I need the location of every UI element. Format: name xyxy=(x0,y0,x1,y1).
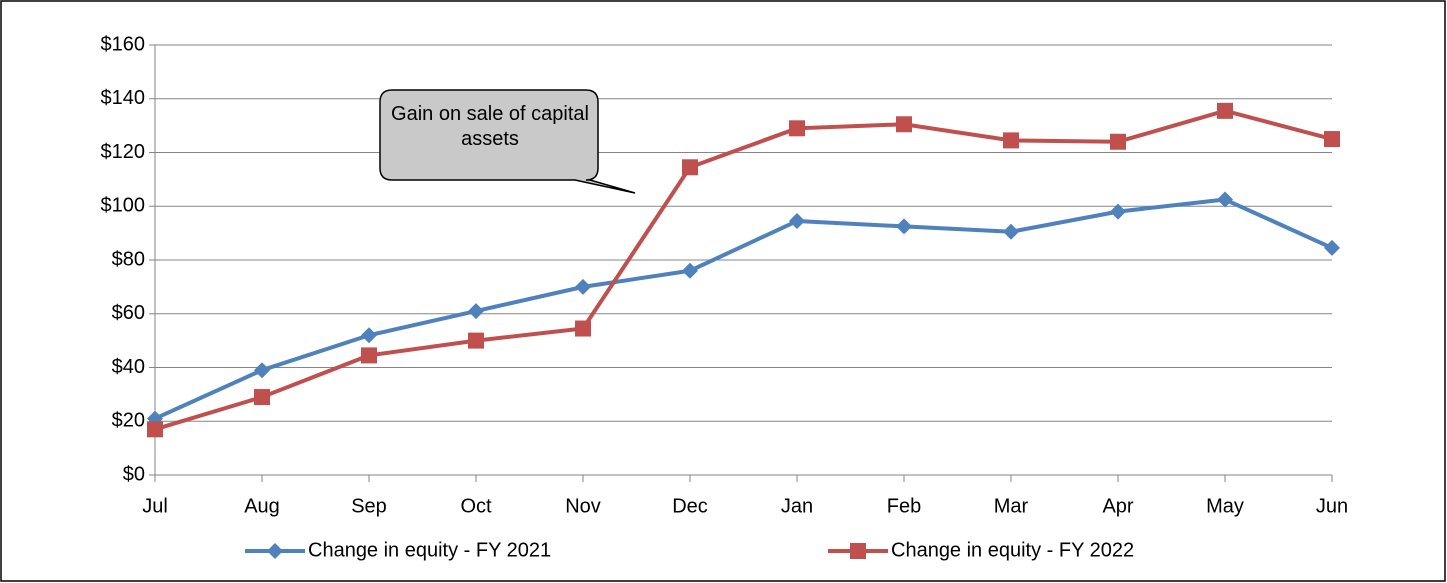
x-tick-label: Oct xyxy=(460,495,492,517)
marker xyxy=(896,218,912,235)
y-tick-label: $160 xyxy=(101,33,146,55)
marker xyxy=(147,421,163,438)
x-tick-label: Mar xyxy=(994,495,1029,517)
annotation-box xyxy=(379,89,636,194)
y-tick-label: $20 xyxy=(112,410,145,432)
y-tick-label: $100 xyxy=(101,195,146,217)
series-line xyxy=(154,108,1333,432)
marker xyxy=(1324,239,1340,256)
x-tick-label: Jun xyxy=(1316,495,1348,517)
marker xyxy=(1003,223,1019,240)
x-tick-label: Sep xyxy=(351,495,387,517)
marker xyxy=(254,362,270,379)
legend-marker xyxy=(267,543,283,559)
marker xyxy=(1217,191,1233,208)
marker xyxy=(1217,102,1233,119)
marker xyxy=(575,320,591,337)
x-tick-label: May xyxy=(1206,495,1244,517)
series-line xyxy=(154,197,1333,421)
marker xyxy=(468,332,484,349)
legend-label: Change in equity - FY 2022 xyxy=(891,539,1134,561)
x-tick-label: Aug xyxy=(244,495,280,517)
marker xyxy=(575,278,591,295)
x-tick-label: Apr xyxy=(1102,495,1133,517)
marker xyxy=(361,347,377,364)
y-tick-label: $40 xyxy=(112,356,145,378)
x-tick-label: Dec xyxy=(672,495,708,517)
annotation-text: Gain on sale of capital assets xyxy=(391,103,589,150)
y-tick-label: $120 xyxy=(101,141,146,163)
marker xyxy=(468,303,484,320)
y-tick-label: $140 xyxy=(101,87,146,109)
y-tick-label: $0 xyxy=(123,463,145,485)
marker xyxy=(789,120,805,137)
marker xyxy=(361,327,377,344)
marker xyxy=(1110,203,1126,220)
marker xyxy=(682,159,698,176)
marker xyxy=(789,213,805,230)
marker xyxy=(254,389,270,406)
x-tick-label: Nov xyxy=(565,495,601,517)
marker xyxy=(896,116,912,133)
marker xyxy=(1003,132,1019,149)
x-tick-label: Jul xyxy=(142,495,168,517)
legend-label: Change in equity - FY 2021 xyxy=(308,539,551,561)
marker xyxy=(682,262,698,279)
legend-marker xyxy=(850,543,866,559)
y-tick-label: $60 xyxy=(112,302,145,324)
x-tick-label: Feb xyxy=(887,495,921,517)
marker xyxy=(1110,133,1126,150)
y-tick-label: $80 xyxy=(112,248,145,270)
x-tick-label: Jan xyxy=(781,495,813,517)
marker xyxy=(1324,131,1340,148)
